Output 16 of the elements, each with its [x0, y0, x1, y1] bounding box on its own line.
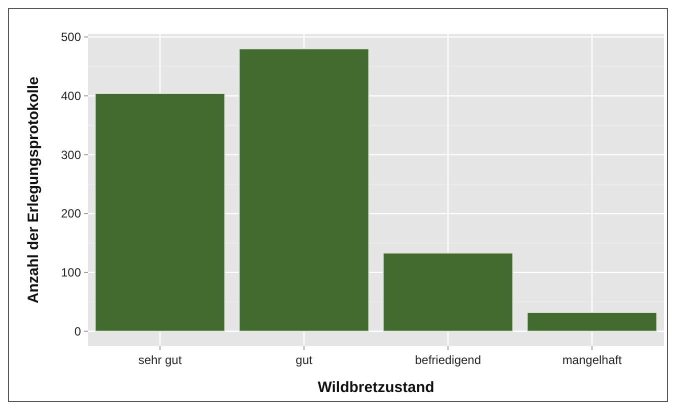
y-tick-label: 300: [60, 148, 82, 162]
y-axis-title: Anzahl der Erlegungsprotokolle: [25, 76, 42, 304]
x-axis-title: Wildbretzustand: [318, 379, 434, 396]
y-tick-label: 200: [60, 206, 82, 221]
x-tick-label: mangelhaft: [562, 353, 622, 367]
bar: [94, 92, 226, 332]
x-tick-label: gut: [296, 353, 314, 367]
y-tick-label: 100: [60, 266, 82, 280]
y-tick-label: 400: [60, 89, 82, 104]
bar: [238, 48, 370, 332]
bar: [382, 252, 514, 332]
bar: [526, 312, 658, 332]
y-tick-label: 500: [60, 30, 82, 44]
x-tick-label: befriedigend: [414, 353, 482, 367]
x-tick-label: sehr gut: [138, 353, 182, 367]
y-tick-label: 0: [74, 324, 82, 338]
